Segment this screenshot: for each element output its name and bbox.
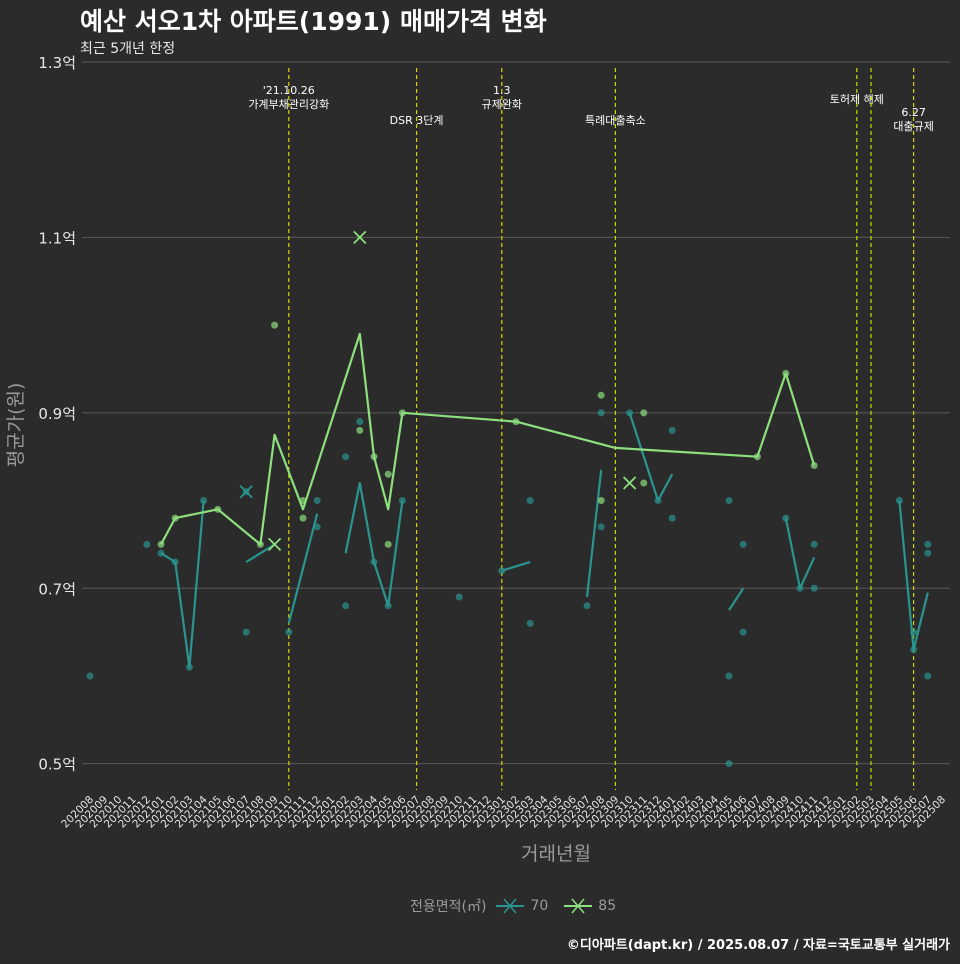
- data-point: [597, 391, 605, 399]
- data-point: [668, 426, 676, 434]
- series-line: [245, 543, 276, 563]
- data-point: [526, 619, 534, 627]
- series-line: [160, 500, 205, 669]
- data-point: [583, 602, 591, 610]
- chart-subtitle: 최근 5개년 한정: [80, 41, 176, 57]
- series-line: [628, 412, 674, 502]
- event-label: 토허제 해제: [830, 92, 884, 106]
- data-point: [313, 523, 321, 531]
- cross-marker: [353, 230, 367, 245]
- legend-label-70: 70: [530, 898, 549, 914]
- legend: 전용면적(㎡) 70 85: [410, 896, 622, 916]
- data-point: [356, 426, 364, 434]
- data-point: [597, 523, 605, 531]
- event-label: 1.3: [493, 84, 511, 97]
- data-point: [597, 409, 605, 417]
- data-point: [384, 470, 392, 478]
- data-point: [313, 497, 321, 505]
- data-point: [810, 540, 818, 548]
- data-point: [782, 514, 790, 522]
- cross-marker: [239, 485, 253, 499]
- data-point: [285, 628, 293, 636]
- data-point: [143, 540, 151, 548]
- series-line: [344, 481, 404, 607]
- y-tick-label: 0.5억: [38, 756, 76, 774]
- data-point: [86, 672, 94, 680]
- legend-label-85: 85: [598, 898, 617, 914]
- data-point: [895, 497, 903, 505]
- data-point: [739, 540, 747, 548]
- event-label: DSR 3단계: [390, 114, 444, 127]
- data-point: [299, 514, 307, 522]
- series-line: [287, 513, 319, 624]
- data-point: [924, 549, 932, 557]
- data-point: [271, 321, 279, 329]
- series-line: [784, 517, 816, 590]
- data-point: [526, 497, 534, 505]
- series-line: [585, 469, 603, 598]
- data-point: [640, 409, 648, 417]
- source-caption: ©디아파트(dapt.kr) / 2025.08.07 / 자료=국토교통부 실…: [566, 938, 950, 953]
- data-point: [725, 760, 733, 768]
- data-point: [725, 672, 733, 680]
- x-axis-title: 거래년월: [521, 843, 591, 865]
- data-point: [924, 672, 932, 680]
- data-point: [739, 628, 747, 636]
- data-point: [725, 497, 733, 505]
- series-line: [501, 560, 531, 572]
- data-point: [384, 540, 392, 548]
- data-point: [455, 593, 463, 601]
- event-label: 규제완화: [482, 98, 522, 111]
- y-tick-label: 0.7억: [38, 580, 76, 598]
- event-label: 대출규제: [893, 120, 933, 133]
- event-label: 가계부채관리강화: [248, 98, 329, 111]
- chart-title: 예산 서오1차 아파트(1991) 매매가격 변화: [80, 7, 547, 36]
- series-line: [160, 332, 816, 546]
- data-point: [924, 540, 932, 548]
- legend-title: 전용면적(㎡): [410, 899, 487, 915]
- series-line: [898, 500, 929, 651]
- data-point: [342, 453, 350, 461]
- y-tick-label: 0.9억: [38, 405, 76, 423]
- data-point: [640, 479, 648, 487]
- data-point: [356, 418, 364, 426]
- data-point: [200, 497, 208, 505]
- y-tick-label: 1.3억: [38, 54, 76, 72]
- y-axis-title: 평균가(원): [5, 383, 27, 468]
- series-line: [728, 587, 745, 611]
- data-point: [810, 584, 818, 592]
- event-label: 6.27: [901, 106, 926, 119]
- cross-marker: [267, 537, 282, 552]
- cross-marker: [622, 476, 637, 490]
- data-point: [597, 497, 605, 505]
- data-point: [342, 602, 350, 610]
- data-point: [668, 514, 676, 522]
- event-label: '21.10.26: [263, 84, 315, 97]
- legend-key-85-icon: [564, 898, 593, 914]
- data-point: [242, 628, 250, 636]
- event-label: 특례대출축소: [585, 114, 646, 127]
- data-point: [398, 497, 406, 505]
- y-tick-label: 1.1억: [38, 229, 76, 247]
- legend-key-70-icon: [496, 898, 525, 914]
- data-point: [498, 567, 506, 575]
